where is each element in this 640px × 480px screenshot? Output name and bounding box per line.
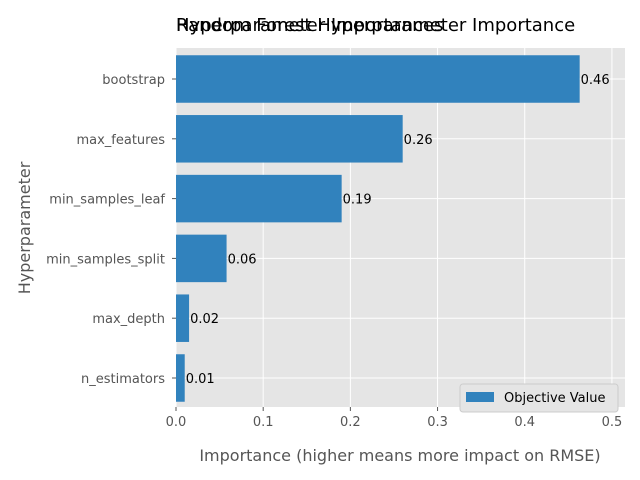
- y-tick-label: max_features: [76, 133, 165, 148]
- x-tick-label: 0.5: [602, 415, 623, 430]
- legend-box: [459, 383, 619, 413]
- data-label: 0.19: [343, 193, 372, 208]
- legend-swatch: [466, 392, 494, 402]
- y-tick-label: min_samples_leaf: [49, 193, 165, 208]
- x-tick-label: 0.2: [340, 415, 361, 430]
- bar-min-samples-split: [176, 234, 227, 283]
- data-label: 0.01: [186, 372, 215, 387]
- bars: [176, 55, 580, 402]
- bar-max-features: [176, 115, 403, 163]
- y-tick-label: max_depth: [92, 312, 165, 327]
- bar-max-depth: [176, 294, 190, 342]
- data-label: 0.06: [228, 252, 257, 267]
- legend: Objective Value: [459, 383, 619, 413]
- y-axis-ticks: bootstrap max_features min_samples_leafmin…: [46, 73, 176, 387]
- y-axis-label: Hyperparameter: [15, 161, 34, 294]
- data-label: 0.26: [404, 133, 433, 148]
- x-axis-ticks: 0.0 0.1 0.2 0.3 0.4 0.5: [166, 407, 623, 430]
- x-tick-label: 0.4: [514, 415, 535, 430]
- bar-min-samples-leaf: [176, 174, 342, 223]
- y-tick-label: min_samples_split: [46, 252, 165, 267]
- chart-title-overlap: Hyperparameter Importances: [176, 15, 443, 36]
- x-axis-label: Importance (higher means more impact on …: [199, 446, 600, 465]
- data-labels: 0.46 0.26 0.19 0.06 0.02 0.01: [186, 73, 610, 387]
- bar-bootstrap: [176, 55, 580, 103]
- x-tick-label: 0.0: [166, 415, 187, 430]
- y-tick-label: bootstrap: [102, 73, 165, 88]
- data-label: 0.02: [190, 312, 219, 327]
- y-tick-label: n_estimators: [81, 372, 165, 387]
- x-gridlines: [175, 48, 613, 407]
- legend-label: Objective Value: [504, 391, 605, 406]
- chart-title: Random Forest Hyperparameter Importance: [176, 15, 575, 36]
- x-tick-label: 0.3: [427, 415, 448, 430]
- data-label: 0.46: [581, 73, 610, 88]
- x-tick-label: 0.1: [253, 415, 274, 430]
- bar-n-estimators: [176, 354, 185, 402]
- plot-background: [176, 48, 625, 407]
